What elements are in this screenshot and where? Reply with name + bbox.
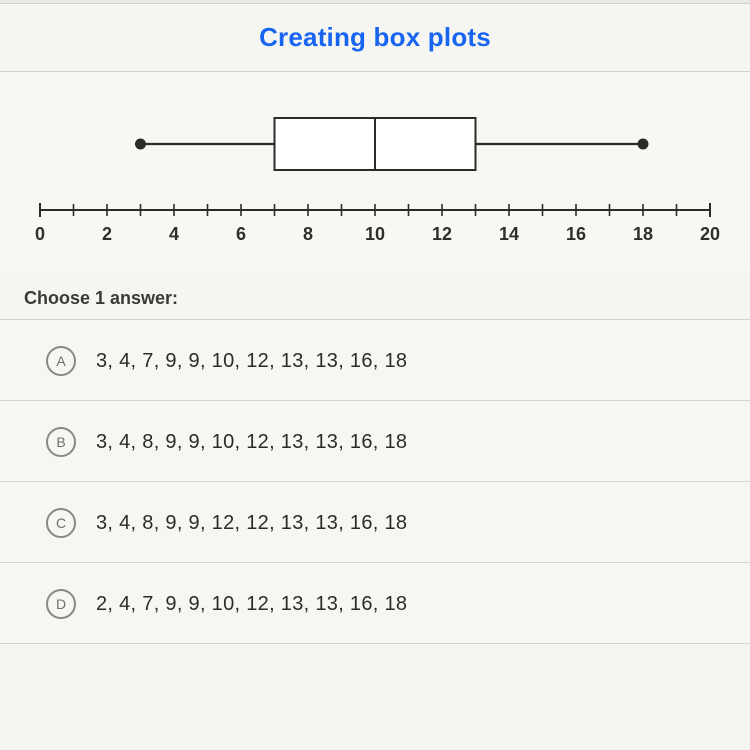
answer-list: A3, 4, 7, 9, 9, 10, 12, 13, 13, 16, 18B3… [0,319,750,644]
page-title: Creating box plots [259,22,491,52]
question-prompt: Choose 1 answer: [0,270,750,319]
svg-text:16: 16 [566,224,586,244]
answer-radio[interactable]: C [46,508,76,538]
answer-radio[interactable]: A [46,346,76,376]
svg-text:0: 0 [35,224,45,244]
svg-text:12: 12 [432,224,452,244]
svg-text:10: 10 [365,224,385,244]
answer-option[interactable]: B 3, 4, 8, 9, 9, 10, 12, 13, 13, 16, 18 [0,400,750,481]
svg-text:20: 20 [700,224,720,244]
svg-text:6: 6 [236,224,246,244]
boxplot-svg: 0 2 4 6 8 10 12 14 16 18 20 [30,100,720,260]
svg-text:18: 18 [633,224,653,244]
svg-text:14: 14 [499,224,519,244]
answer-radio[interactable]: B [46,427,76,457]
answer-text: 2, 4, 7, 9, 9, 10, 12, 13, 13, 16, 18 [96,593,407,616]
answer-text: 3, 4, 8, 9, 9, 10, 12, 13, 13, 16, 18 [96,431,407,454]
svg-text:2: 2 [102,224,112,244]
svg-text:4: 4 [169,224,179,244]
svg-text:8: 8 [303,224,313,244]
boxplot-chart: 0 2 4 6 8 10 12 14 16 18 20 [0,72,750,270]
answer-option[interactable]: A 3, 4, 7, 9, 9, 10, 12, 13, 13, 16, 18 [0,319,750,400]
title-row: Creating box plots [0,4,750,72]
answer-option[interactable]: D 2, 4, 7, 9, 9, 10, 12, 13, 13, 16, 18 [0,562,750,644]
answer-option[interactable]: C 3, 4, 8, 9, 9, 12, 12, 13, 13, 16, 18 [0,481,750,562]
answer-radio[interactable]: D [46,589,76,619]
answer-text: 3, 4, 7, 9, 9, 10, 12, 13, 13, 16, 18 [96,350,407,373]
answer-text: 3, 4, 8, 9, 9, 12, 12, 13, 13, 16, 18 [96,512,407,535]
